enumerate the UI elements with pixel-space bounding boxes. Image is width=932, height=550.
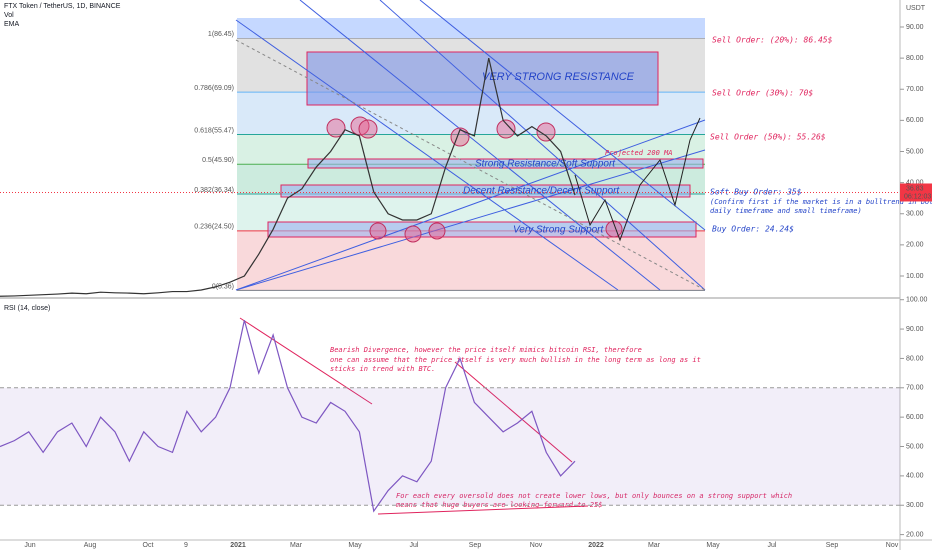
- price-tag: [900, 183, 932, 202]
- price-line: [0, 57, 576, 297]
- rsi-lines: [239, 317, 589, 515]
- order-label: Soft Buy Order: 35$: [710, 188, 802, 197]
- y-tick-label: 30.00: [906, 502, 924, 509]
- y-tick-label: 30.00: [906, 211, 924, 218]
- projected-path: [574, 117, 701, 242]
- x-tick-label: May: [706, 542, 720, 549]
- rsi-note: one can assume that the price itself is …: [330, 356, 701, 364]
- decent-box: [280, 184, 691, 198]
- y-tick-label: 50.00: [906, 148, 924, 155]
- y-tick-label: 80.00: [906, 55, 924, 62]
- top-band: [237, 18, 705, 38]
- y-tick-label: 60.00: [906, 117, 924, 124]
- x-tick-label: Jul: [410, 542, 419, 549]
- zone-label: VERY STRONG RESISTANCE: [482, 71, 635, 83]
- x-tick-label: Mar: [648, 542, 661, 549]
- trend-line: [419, 0, 706, 231]
- rsi-line: [0, 320, 576, 513]
- circle: [536, 122, 556, 142]
- y-tick-label: 90.00: [906, 24, 924, 31]
- trend-line: [299, 0, 661, 291]
- y-tick-label: 70.00: [906, 86, 924, 93]
- ema-label: EMA: [4, 21, 20, 28]
- fib-band: [237, 230, 705, 291]
- countdown: 06:12:03: [904, 193, 931, 200]
- order-label: Sell Order: (20%): 86.45$: [712, 36, 833, 45]
- y-tick-label: 100.00: [906, 297, 928, 304]
- zone-label: Decent Resistance/Decent Support: [463, 186, 620, 197]
- y-tick-label: 50.00: [906, 443, 924, 450]
- order-note: daily timeframe and small timeframe): [710, 207, 862, 215]
- x-tick-label: Sep: [826, 542, 839, 549]
- x-tick-label: May: [348, 542, 362, 549]
- trend-lines: [235, 0, 706, 291]
- x-tick-label: Mar: [290, 542, 303, 549]
- vol-label: Vol: [4, 12, 14, 19]
- x-tick-label: Aug: [84, 542, 97, 549]
- circle: [369, 222, 387, 240]
- price-tag-label: 36.83: [906, 185, 924, 192]
- support-line: [377, 505, 589, 515]
- divergence-line: [239, 317, 373, 405]
- resistance-box: [306, 51, 659, 106]
- trend-line: [235, 19, 619, 291]
- order-label: Sell Order (50%): 55.26$: [710, 133, 826, 142]
- fib-label: 0.5(45.90): [202, 157, 234, 164]
- y-tick-label: 20.00: [906, 242, 924, 249]
- y-tick-label: 10.00: [906, 273, 924, 280]
- rsi-note: sticks in trend with BTC.: [330, 365, 435, 373]
- circle: [428, 222, 446, 240]
- zone-label: Very Strong Support: [513, 225, 604, 236]
- fib-label: 0.786(69.09): [194, 85, 234, 92]
- rsi-note: For each every oversold does not create …: [396, 492, 792, 500]
- fib-label: 1(86.45): [208, 31, 234, 38]
- y-tick-label: 80.00: [906, 355, 924, 362]
- order-label: Sell Order (30%): 70$: [712, 89, 813, 98]
- fib-label: 0.382(36.34): [194, 187, 234, 194]
- fib-label: 0.236(24.50): [194, 224, 234, 231]
- trend-line: [379, 0, 706, 291]
- circle: [605, 220, 623, 238]
- rsi-band: [0, 387, 900, 506]
- ma-label: Projected 200 MA: [605, 149, 672, 157]
- trend-line: [235, 149, 706, 291]
- x-tick-label: Sep: [469, 542, 482, 549]
- trend-line: [235, 39, 706, 291]
- y-tick-label: 90.00: [906, 326, 924, 333]
- symbol: FTX Token / TetherUS, 1D, BINANCE: [4, 3, 121, 10]
- circle: [326, 118, 346, 138]
- circle: [358, 119, 378, 139]
- order-label: Buy Order: 24.24$: [712, 225, 794, 234]
- x-tick-label: Jun: [24, 542, 35, 549]
- order-note: (Confirm first if the market is in a bul…: [710, 198, 932, 206]
- currency: USDT: [906, 5, 926, 12]
- rsi-note: Bearish Divergence, however the price it…: [330, 346, 642, 354]
- y-tick-label: 40.00: [906, 473, 924, 480]
- divergence-line: [454, 361, 573, 463]
- x-tick-label: Nov: [530, 542, 543, 549]
- x-tick-label: 9: [184, 542, 188, 549]
- y-tick-label: 40.00: [906, 179, 924, 186]
- x-tick-label: 2022: [588, 542, 604, 549]
- y-tick-label: 70.00: [906, 385, 924, 392]
- highlight-circles: [326, 116, 623, 243]
- x-tick-label: Nov: [886, 542, 899, 549]
- rsi-title: RSI (14, close): [4, 305, 50, 312]
- fib-label: 0.618(55.47): [194, 127, 234, 134]
- x-tick-label: Oct: [143, 542, 154, 549]
- trend-line: [235, 119, 706, 291]
- zone-label: Strong Resistance/Soft Support: [475, 159, 616, 170]
- circle: [496, 119, 516, 139]
- x-tick-label: Jul: [768, 542, 777, 549]
- circle: [404, 225, 422, 243]
- strong-resistance-box: [307, 158, 704, 169]
- fib-label: 0(5.36): [212, 283, 234, 290]
- y-tick-label: 20.00: [906, 531, 924, 538]
- x-tick-label: 2021: [230, 542, 246, 549]
- y-tick-label: 60.00: [906, 414, 924, 421]
